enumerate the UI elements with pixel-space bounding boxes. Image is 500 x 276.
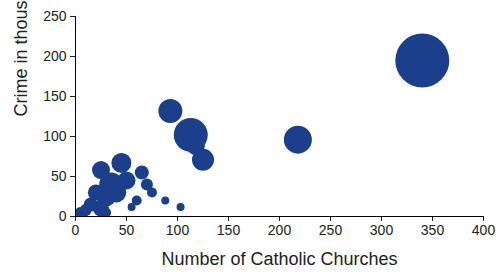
svg-text:400: 400 bbox=[472, 222, 496, 238]
svg-text:100: 100 bbox=[166, 222, 190, 238]
svg-text:Number of Catholic Churches: Number of Catholic Churches bbox=[161, 249, 397, 269]
svg-text:50: 50 bbox=[119, 222, 135, 238]
svg-text:250: 250 bbox=[43, 8, 67, 24]
svg-text:350: 350 bbox=[421, 222, 445, 238]
svg-text:0: 0 bbox=[72, 222, 80, 238]
svg-text:250: 250 bbox=[319, 222, 343, 238]
svg-text:50: 50 bbox=[51, 168, 67, 184]
svg-text:Crime in thousands: Crime in thousands bbox=[11, 0, 31, 117]
svg-text:150: 150 bbox=[217, 222, 241, 238]
svg-text:100: 100 bbox=[43, 128, 67, 144]
svg-text:0: 0 bbox=[59, 208, 67, 224]
svg-text:300: 300 bbox=[370, 222, 394, 238]
svg-text:200: 200 bbox=[268, 222, 292, 238]
svg-text:200: 200 bbox=[43, 48, 67, 64]
svg-text:150: 150 bbox=[43, 88, 67, 104]
